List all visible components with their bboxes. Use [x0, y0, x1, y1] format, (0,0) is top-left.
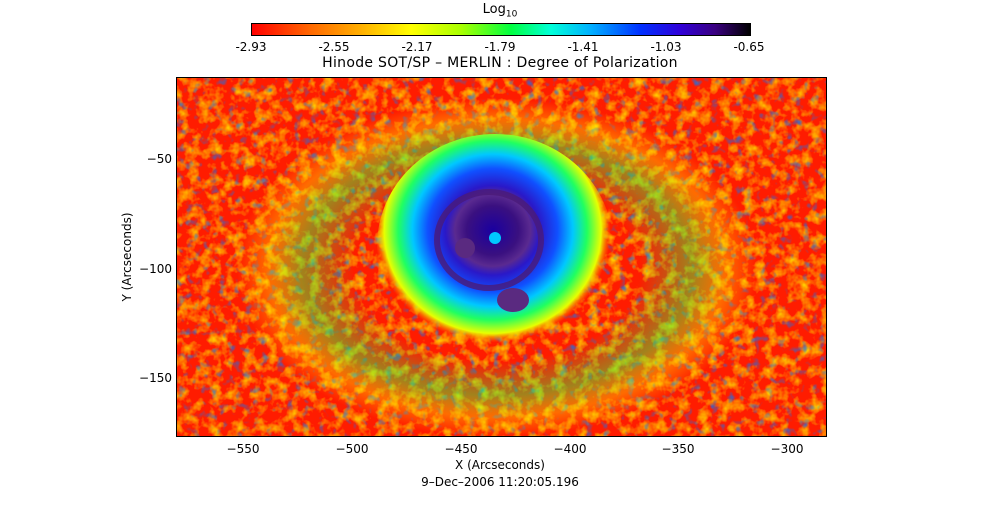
y-axis-label: Y (Arcseconds)	[120, 212, 134, 302]
plot-title: Hinode SOT/SP – MERLIN : Degree of Polar…	[322, 55, 678, 71]
colorbar-tick: -0.65	[733, 40, 765, 54]
y-tick: −50	[146, 152, 172, 166]
x-tick: −350	[661, 442, 695, 456]
x-tick: −400	[553, 442, 587, 456]
colorbar-tick: -1.79	[484, 40, 516, 54]
colorbar-tick: -2.17	[401, 40, 433, 54]
colorbar-tick: -1.41	[567, 40, 599, 54]
colorbar-title: Log10	[482, 2, 518, 20]
colorbar	[251, 23, 751, 36]
colorbar-tick: -1.03	[650, 40, 682, 54]
colorbar-tick: -2.55	[318, 40, 350, 54]
y-tick: −150	[139, 371, 172, 385]
x-tick: −500	[335, 442, 369, 456]
x-tick: −450	[444, 442, 478, 456]
polarization-map	[176, 77, 827, 437]
y-tick: −100	[139, 262, 172, 276]
colorbar-tick: -2.93	[235, 40, 267, 54]
x-axis-label: X (Arcseconds)	[455, 458, 545, 472]
x-tick: −550	[226, 442, 260, 456]
x-tick: −300	[770, 442, 804, 456]
sunspot-image	[177, 78, 826, 436]
observation-timestamp: 9–Dec–2006 11:20:05.196	[421, 475, 579, 489]
